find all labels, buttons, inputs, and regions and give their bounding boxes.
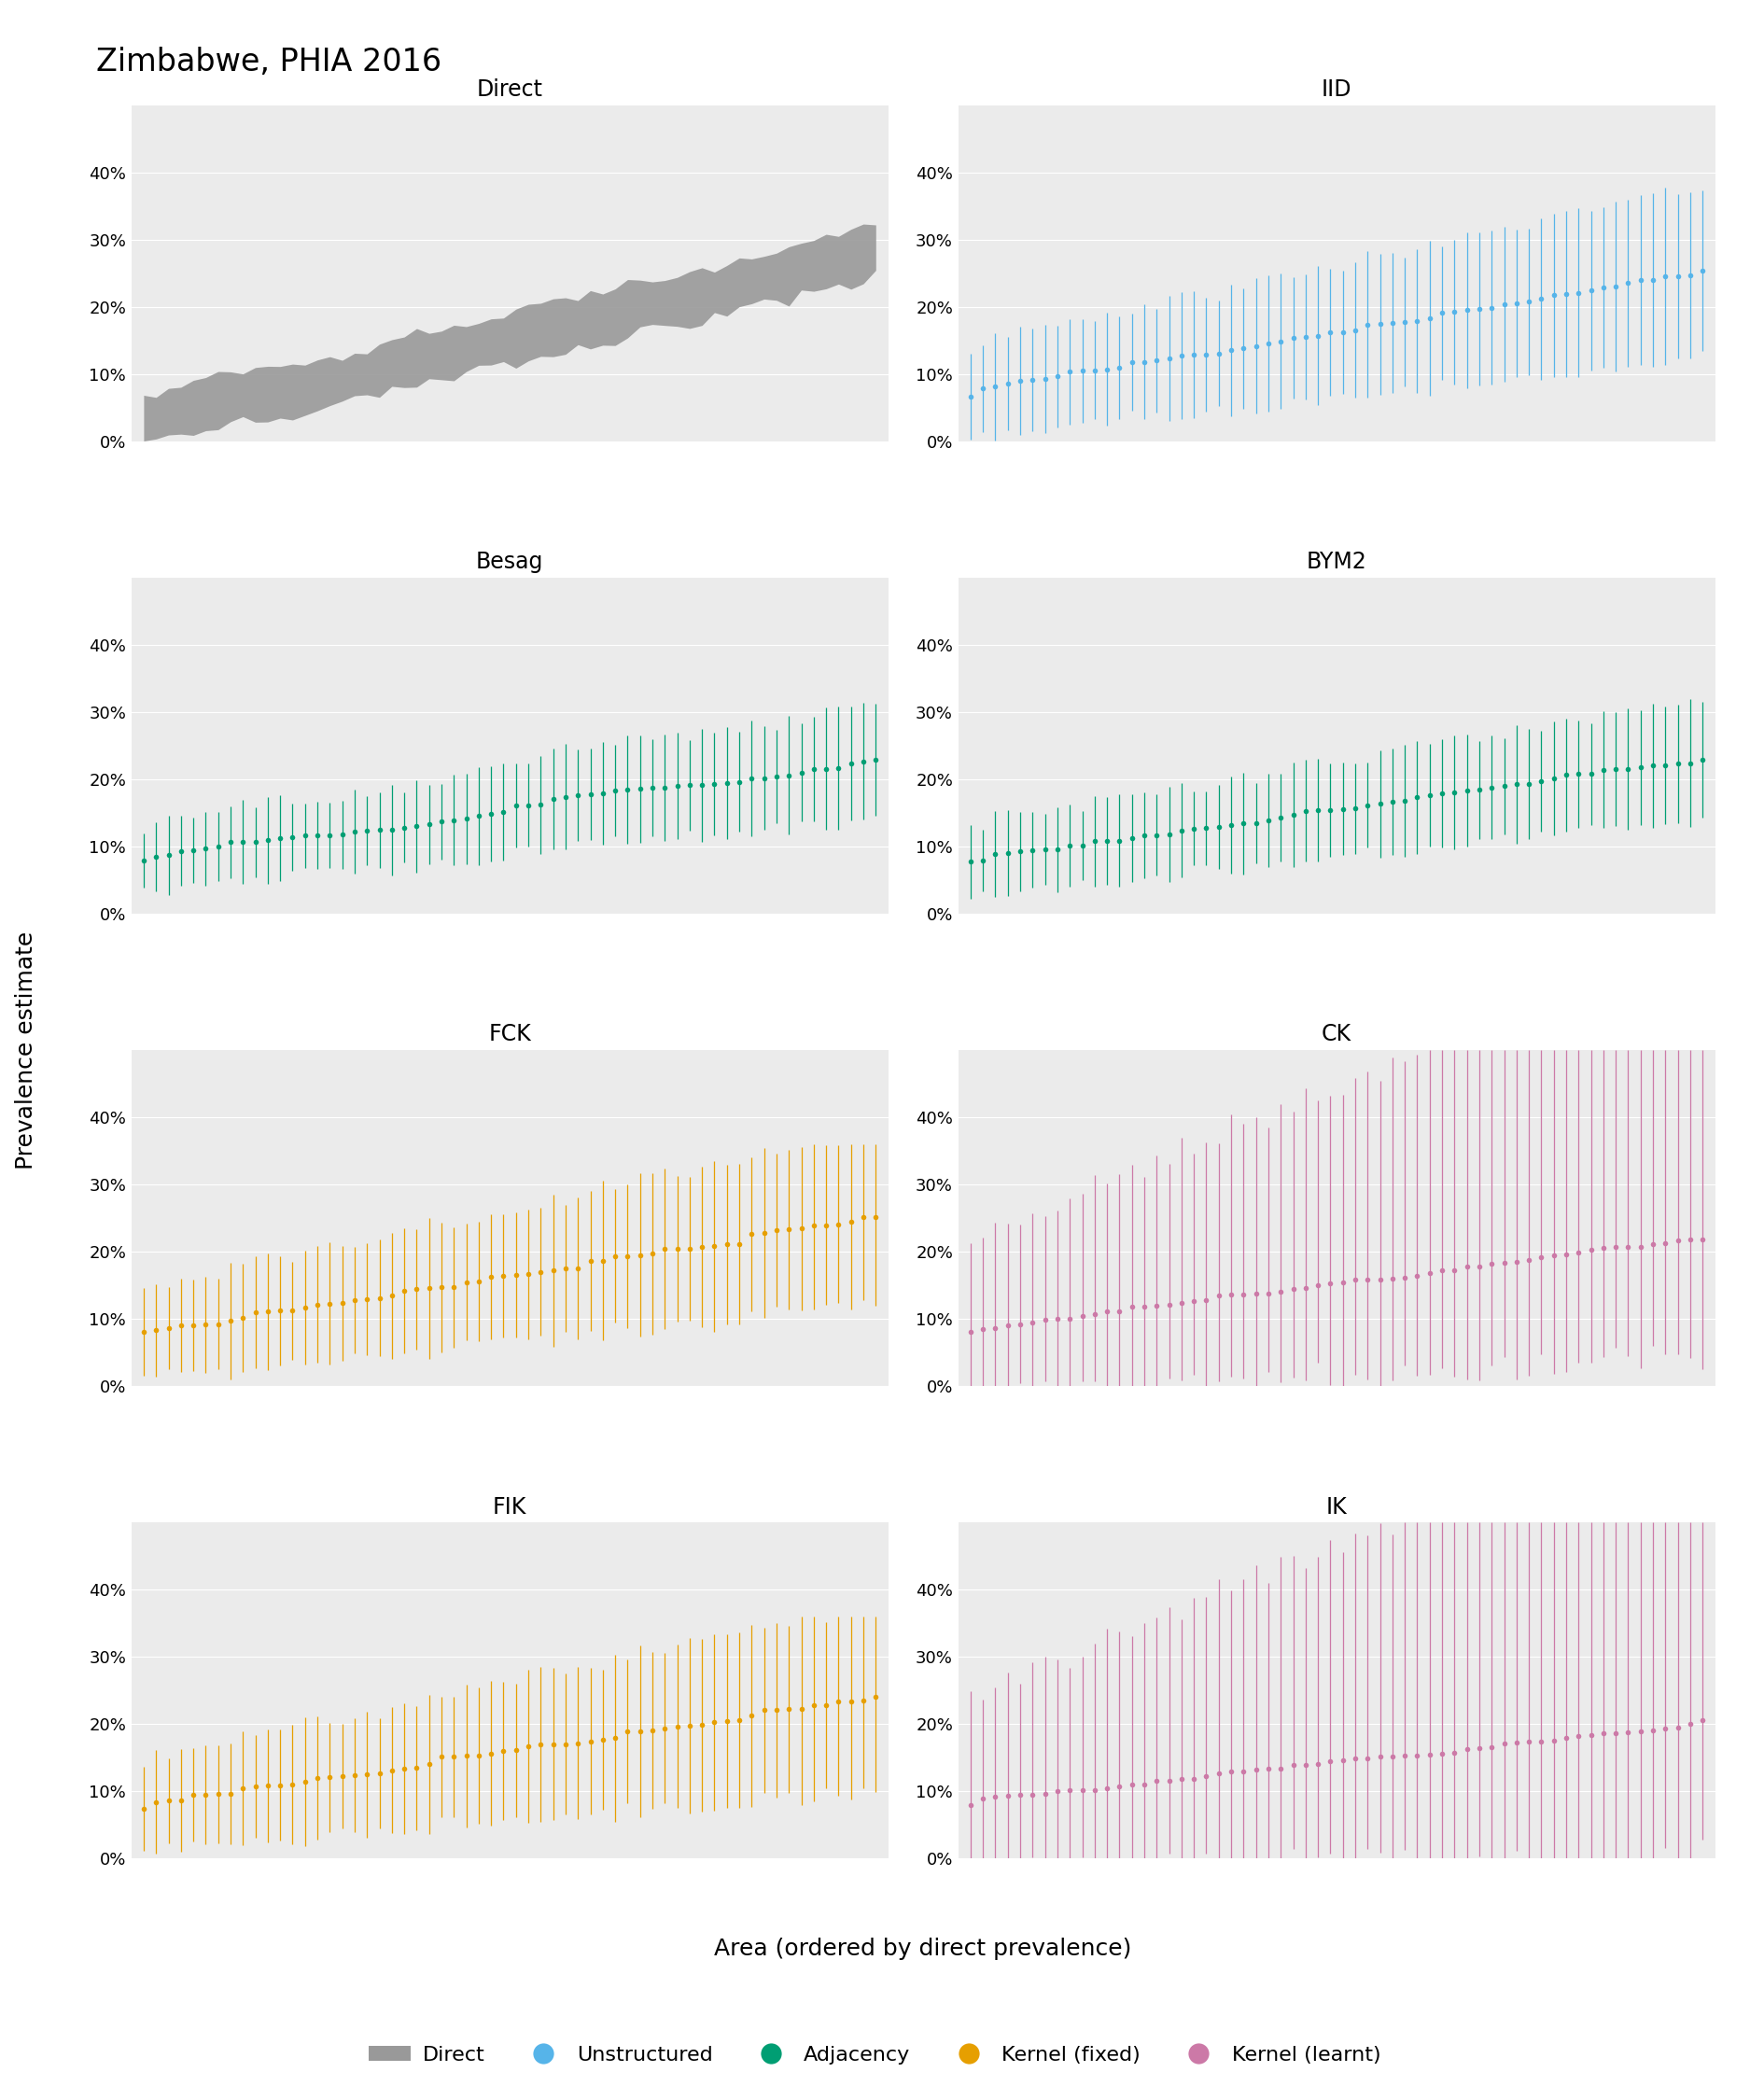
Title: IID: IID [1321,78,1351,101]
Text: Zimbabwe, PHIA 2016: Zimbabwe, PHIA 2016 [96,46,441,78]
Title: IK: IK [1326,1495,1348,1518]
Legend: Direct, Unstructured, Adjacency, Kernel (fixed), Kernel (learnt): Direct, Unstructured, Adjacency, Kernel … [369,2045,1381,2064]
Title: Direct: Direct [476,78,542,101]
Title: CK: CK [1321,1023,1351,1046]
Title: FCK: FCK [488,1023,530,1046]
Text: Prevalence estimate: Prevalence estimate [16,930,37,1170]
Title: BYM2: BYM2 [1306,550,1367,573]
Text: Area (ordered by direct prevalence): Area (ordered by direct prevalence) [714,1938,1132,1959]
Title: FIK: FIK [494,1495,527,1518]
Title: Besag: Besag [476,550,544,573]
